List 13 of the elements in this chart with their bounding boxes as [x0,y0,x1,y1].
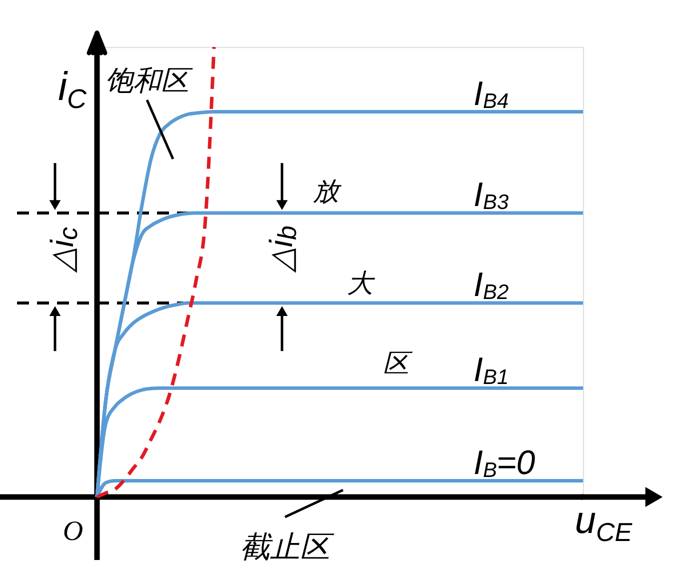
text: O [62,516,84,547]
series-label: IB3 [474,176,510,214]
text: △ic [44,227,83,274]
series-label: IB4 [474,74,509,113]
series-label: IB2 [474,266,510,304]
annotation: 大 [347,268,376,298]
annotation: 饱和区 [105,65,193,96]
series-label: IB=0 [474,444,536,482]
annotation: △ib [263,226,302,274]
text: 截止区 [240,531,335,564]
series-label: IB1 [474,351,509,390]
annotation: 区 [383,348,413,378]
annotation: 放 [313,176,342,206]
